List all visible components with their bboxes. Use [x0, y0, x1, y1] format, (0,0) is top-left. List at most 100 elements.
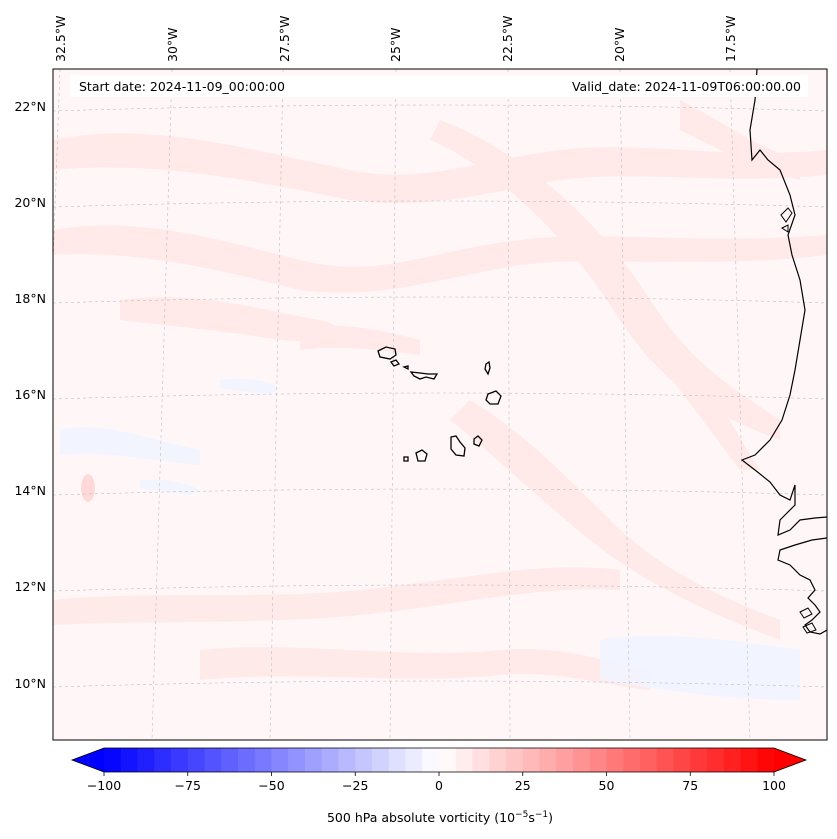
island-sao-nicolau — [409, 371, 439, 380]
latitude-labels: 22°N 20°N 18°N 16°N 14°N 12°N 10°N — [14, 99, 46, 691]
colorbar-tick-label: 25 — [515, 778, 531, 793]
island-sao-vicente — [389, 359, 401, 367]
lon-label: 30°W — [165, 27, 180, 62]
colorbar-segment — [388, 748, 407, 772]
colorbar-segment — [154, 748, 172, 772]
colorbar-label-text: 500 hPa absolute vorticity (10 — [327, 810, 515, 825]
colorbar-segments — [104, 748, 775, 772]
coastal-island — [781, 224, 789, 233]
vorticity-local-maximum — [81, 474, 95, 502]
lon-label: 25°W — [388, 27, 403, 62]
colorbar-segment — [405, 748, 423, 772]
header-box — [70, 75, 808, 97]
lon-label: 22.5°W — [500, 16, 515, 62]
colorbar-segment — [740, 748, 758, 772]
start-date-label: Start date: 2024-11-09_00:00:00 — [79, 79, 285, 94]
colorbar-segment — [338, 748, 356, 772]
colorbar-segment — [254, 748, 273, 772]
colorbar-segment — [104, 748, 122, 772]
colorbar-segment — [271, 748, 289, 772]
coastal-island — [799, 607, 813, 619]
island-sal — [484, 360, 491, 376]
colorbar-segment — [489, 748, 507, 772]
colorbar-label-unit: s — [528, 810, 535, 825]
colorbar-segment — [573, 748, 591, 772]
colorbar-segment — [372, 748, 390, 772]
colorbar-tick-label: −25 — [342, 778, 368, 793]
colorbar-segment — [522, 748, 541, 772]
colorbar-segment — [757, 748, 775, 772]
colorbar-segment — [640, 748, 658, 772]
colorbar-segment — [673, 748, 691, 772]
colorbar-tick-label: 50 — [599, 778, 615, 793]
colorbar-segment — [589, 748, 608, 772]
lat-label: 20°N — [14, 195, 46, 210]
colorbar-segment — [305, 748, 323, 772]
colorbar: −100 −75 −50 −25 0 25 50 75 100 500 hPa absolute… — [70, 747, 808, 825]
map-area — [53, 69, 827, 740]
colorbar-label: 500 hPa absolute vorticity (10−5s−1) — [327, 810, 553, 825]
lat-label: 12°N — [14, 579, 46, 594]
lat-label: 16°N — [14, 387, 46, 402]
colorbar-tick-label: −75 — [175, 778, 201, 793]
colorbar-ticks: −100 −75 −50 −25 0 25 50 75 100 — [87, 772, 786, 793]
island-maio — [473, 435, 483, 447]
island-santiago — [450, 435, 466, 457]
african-coastline-south — [777, 537, 827, 635]
lat-label: 10°N — [14, 676, 46, 691]
lat-label: 22°N — [14, 99, 46, 114]
colorbar-segment — [422, 748, 440, 772]
african-coastline — [740, 69, 827, 536]
colorbar-segment — [472, 748, 490, 772]
lon-label: 20°W — [612, 27, 627, 62]
lon-label: 32.5°W — [53, 16, 68, 62]
colorbar-tick-label: 75 — [682, 778, 698, 793]
colorbar-segment — [238, 748, 256, 772]
colorbar-segment — [321, 748, 340, 772]
colorbar-segment — [506, 748, 524, 772]
colorbar-label-exponent: −1 — [535, 810, 548, 820]
lat-label: 14°N — [14, 483, 46, 498]
colorbar-segment — [455, 748, 474, 772]
longitude-labels: 32.5°W 30°W 27.5°W 25°W 22.5°W 20°W 17.5… — [53, 16, 738, 62]
lat-label: 18°N — [14, 291, 46, 306]
lon-label: 17.5°W — [723, 16, 738, 62]
colorbar-tick-label: 100 — [762, 778, 786, 793]
island-fogo — [415, 449, 428, 462]
island-boa-vista — [485, 390, 502, 405]
colorbar-segment — [439, 748, 457, 772]
gridlines — [53, 69, 827, 740]
colorbar-tick-label: −100 — [87, 778, 121, 793]
coastal-island — [802, 622, 817, 634]
colorbar-segment — [556, 748, 574, 772]
colorbar-segment — [539, 748, 557, 772]
colorbar-segment — [204, 748, 222, 772]
vorticity-contour-fill-negative — [60, 378, 800, 700]
colorbar-segment — [137, 748, 155, 772]
colorbar-segment — [723, 748, 742, 772]
colorbar-tick-label: −50 — [258, 778, 284, 793]
valid-date-label: Valid_date: 2024-11-09T06:00:00.00 — [572, 79, 801, 94]
colorbar-label-close: ) — [548, 810, 553, 825]
colorbar-segment — [120, 748, 139, 772]
colorbar-segment — [623, 748, 641, 772]
colorbar-extend-high-arrow — [774, 748, 806, 772]
island-santa-luzia — [402, 365, 409, 371]
island-brava — [403, 456, 409, 462]
lon-label: 27.5°W — [277, 16, 292, 62]
cape-verde-islands — [377, 346, 502, 462]
colorbar-segment — [171, 748, 189, 772]
colorbar-segment — [355, 748, 373, 772]
colorbar-label-exponent: −5 — [515, 810, 528, 820]
island-santo-antao — [377, 346, 397, 360]
colorbar-segment — [187, 748, 206, 772]
colorbar-segment — [288, 748, 306, 772]
colorbar-segment — [656, 748, 675, 772]
colorbar-segment — [690, 748, 708, 772]
colorbar-segment — [606, 748, 624, 772]
coastal-island — [780, 207, 793, 223]
colorbar-tick-label: 0 — [435, 778, 443, 793]
colorbar-extend-low-arrow — [72, 748, 104, 772]
colorbar-segment — [707, 748, 725, 772]
